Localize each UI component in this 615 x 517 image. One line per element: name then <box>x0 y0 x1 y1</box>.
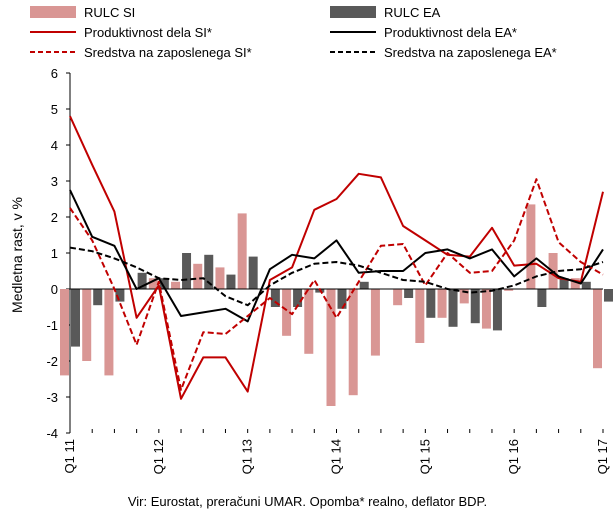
x-tick-label: Q1 13 <box>240 439 255 474</box>
y-tick-label: 1 <box>51 246 58 261</box>
legend: RULC SI RULC EA Produktivnost dela SI* Prod… <box>30 5 557 60</box>
bar-rulc-si-q1-14 <box>326 289 336 406</box>
y-tick-label: -2 <box>46 354 58 369</box>
bar-rulc-si-q2-11 <box>82 289 92 361</box>
bar-rulc-ea-q1-12 <box>159 278 169 289</box>
legend-label-produktivnost-dela-ea: Produktivnost dela EA* <box>384 25 517 40</box>
y-tick-label: 4 <box>51 138 58 153</box>
bar-rulc-ea-q4-11 <box>137 272 147 289</box>
legend-label-sredstva-na-zaposlenega-ea: Sredstva na zaposlenega EA* <box>384 45 557 60</box>
source-note: Vir: Eurostat, preračuni UMAR. Opomba* r… <box>127 494 488 509</box>
legend-label-rulc-ea: RULC EA <box>384 5 441 20</box>
y-axis-title: Medletna rast, v % <box>9 197 25 313</box>
bar-rulc-si-q4-13 <box>304 289 314 354</box>
y-tick-label: 2 <box>51 210 58 225</box>
bar-rulc-ea-q3-12 <box>204 254 214 289</box>
bar-rulc-ea-q3-13 <box>293 289 303 307</box>
bar-rulc-ea-q2-16 <box>537 289 547 307</box>
bar-rulc-ea-q2-13 <box>270 289 280 307</box>
x-tick-label: Q1 16 <box>506 439 521 474</box>
legend-swatch-rulc-si <box>30 6 76 18</box>
y-tick-label: -1 <box>46 318 58 333</box>
x-tick-label: Q1 14 <box>329 439 344 474</box>
bar-rulc-si-q1-15 <box>415 289 425 343</box>
line-produktivnost-dela-si <box>69 115 604 400</box>
bar-rulc-si-q1-13 <box>237 213 247 289</box>
bar-rulc-si-q1-16 <box>504 289 514 291</box>
bar-rulc-ea-q2-14 <box>359 281 369 289</box>
bar-rulc-si-q4-16 <box>570 278 580 289</box>
bar-rulc-si-q4-14 <box>393 289 403 306</box>
y-tick-label: 6 <box>51 66 58 81</box>
y-axis: -4 -3 -2 -1 0 1 2 3 4 5 6 <box>46 66 70 441</box>
legend-label-rulc-si: RULC SI <box>84 5 135 20</box>
bar-rulc-ea-q4-16 <box>581 281 591 289</box>
bar-rulc-si-q4-12 <box>215 267 225 289</box>
bar-rulc-si-q3-11 <box>104 289 114 376</box>
legend-label-produktivnost-dela-si: Produktivnost dela SI* <box>84 25 212 40</box>
bar-rulc-ea-q1-14 <box>337 289 347 309</box>
line-produktivnost-dela-ea <box>69 189 604 323</box>
bar-rulc-si-q2-12 <box>171 281 181 289</box>
bar-rulc-ea-q2-11 <box>93 289 103 306</box>
bar-rulc-ea-q4-14 <box>404 289 414 298</box>
y-tick-label: 0 <box>51 282 58 297</box>
y-tick-label: 5 <box>51 102 58 117</box>
bar-rulc-ea-q1-13 <box>248 256 258 289</box>
bar-rulc-si-q4-15 <box>481 289 491 329</box>
bar-rulc-ea-q2-15 <box>448 289 458 327</box>
bar-rulc-si-q2-14 <box>348 289 358 396</box>
bar-rulc-si-q2-16 <box>526 204 536 289</box>
bar-rulc-si-q1-17 <box>593 289 602 369</box>
bar-rulc-ea-q1-17 <box>604 289 613 302</box>
bar-rulc-ea-q1-11 <box>71 289 80 347</box>
legend-label-sredstva-na-zaposlenega-si: Sredstva na zaposlenega SI* <box>84 45 252 60</box>
y-tick-label: -4 <box>46 426 58 441</box>
bar-rulc-si-q3-14 <box>370 289 380 356</box>
bar-rulc-si-q3-13 <box>282 289 292 336</box>
bar-rulc-si-q2-15 <box>437 289 447 318</box>
line-series <box>69 115 604 400</box>
x-tick-label: Q1 11 <box>62 439 77 473</box>
y-tick-label: -3 <box>46 390 58 405</box>
y-axis-title-group: Medletna rast, v % <box>9 197 25 313</box>
bar-rulc-si-q3-12 <box>193 263 203 289</box>
bar-rulc-ea-q3-15 <box>470 289 480 324</box>
bar-rulc-ea-q2-12 <box>182 253 192 289</box>
bar-rulc-ea-q4-12 <box>226 274 236 289</box>
bar-rulc-ea-q3-11 <box>115 289 125 302</box>
bar-rulc-si-q1-11 <box>60 289 69 376</box>
bar-rulc-ea-q3-16 <box>559 278 569 289</box>
line-sredstva-na-zaposlenega-ea <box>69 246 604 307</box>
legend-swatch-rulc-ea <box>330 6 376 18</box>
bar-series <box>60 204 613 406</box>
axes <box>69 73 603 433</box>
x-axis: Q1 11 Q1 12 Q1 13 Q1 14 Q1 15 Q1 16 Q1 17 <box>62 429 610 474</box>
line-sredstva-na-zaposlenega-si <box>69 178 604 391</box>
bar-rulc-si-q3-15 <box>459 289 469 304</box>
y-tick-label: 3 <box>51 174 58 189</box>
bar-rulc-ea-q4-15 <box>492 289 502 331</box>
x-tick-label: Q1 15 <box>417 439 432 474</box>
x-tick-label: Q1 17 <box>595 439 610 474</box>
x-tick-label: Q1 12 <box>151 439 166 474</box>
bar-rulc-si-q1-12 <box>148 278 158 289</box>
bar-rulc-ea-q1-15 <box>426 289 436 318</box>
